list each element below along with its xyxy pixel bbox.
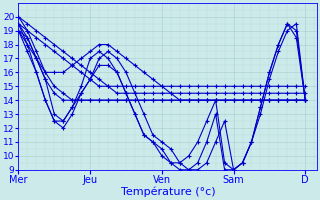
X-axis label: Température (°c): Température (°c) [121, 187, 215, 197]
